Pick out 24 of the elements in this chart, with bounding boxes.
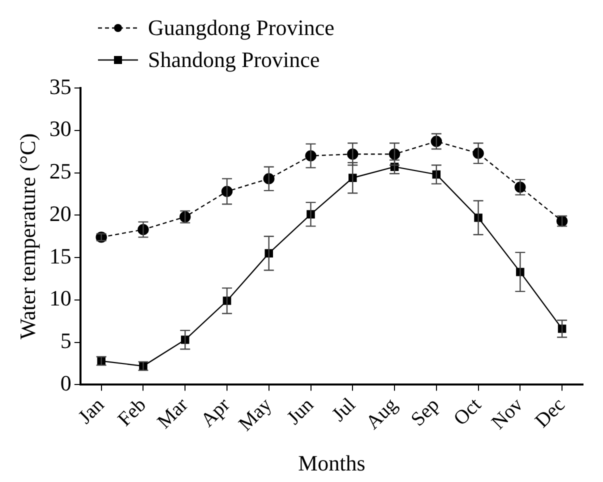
y-tick-label: 10 bbox=[49, 286, 72, 311]
y-tick-label: 15 bbox=[49, 243, 72, 268]
x-tick-label: Jun bbox=[282, 394, 318, 430]
x-tick-label: Mar bbox=[153, 394, 193, 434]
x-tick-label: Aug bbox=[362, 394, 402, 434]
x-tick-label: Feb bbox=[114, 394, 150, 431]
x-tick-label: Jan bbox=[74, 394, 109, 428]
x-tick-label: Jul bbox=[328, 394, 360, 426]
x-tick-label: Nov bbox=[488, 394, 528, 434]
x-tick-label: Oct bbox=[450, 394, 486, 430]
x-tick-label: May bbox=[234, 394, 276, 436]
legend-label: Guangdong Province bbox=[148, 15, 334, 41]
y-tick-label: 35 bbox=[49, 74, 72, 99]
y-tick-label: 25 bbox=[49, 158, 72, 184]
legend-label: Shandong Province bbox=[148, 47, 320, 73]
y-tick-label: 5 bbox=[60, 328, 72, 354]
x-tick-label: Apr bbox=[196, 394, 234, 432]
x-axis-title: Months bbox=[298, 450, 366, 476]
y-tick-label: 30 bbox=[49, 116, 72, 142]
x-tick-label: Dec bbox=[530, 394, 570, 432]
y-tick-label: 0 bbox=[60, 370, 72, 396]
y-tick-label: 20 bbox=[49, 200, 72, 226]
y-axis-title: Water temperature (°C) bbox=[14, 133, 40, 340]
x-tick-label: Sep bbox=[406, 394, 444, 431]
